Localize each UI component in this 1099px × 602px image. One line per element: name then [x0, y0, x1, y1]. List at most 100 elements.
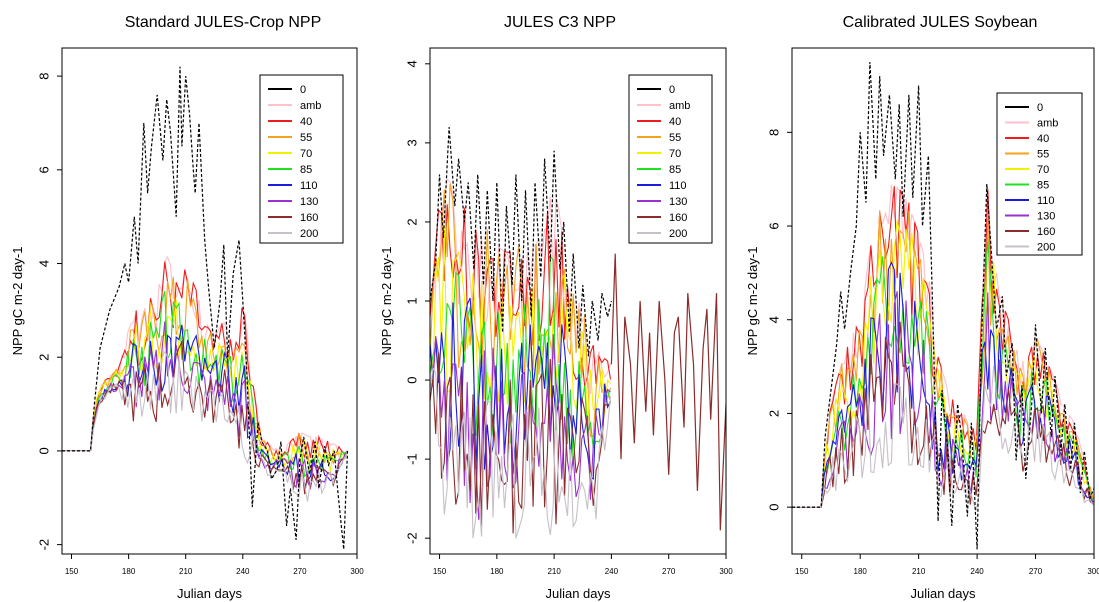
series-line-40: [62, 261, 348, 462]
legend-label-0: 0: [669, 84, 675, 96]
legend-label-55: 55: [300, 132, 312, 144]
legend-label-amb: amb: [669, 100, 690, 112]
y-axis-label: NPP gC m-2 day-1: [10, 247, 25, 356]
series-line-160: [62, 339, 349, 495]
legend-label-70: 70: [300, 148, 312, 160]
chart-panel-3: Calibrated JULES Soybean Julian days NPP g…: [745, 14, 1099, 601]
y-tick-label: 3: [405, 139, 420, 146]
x-tick-label: 240: [970, 567, 984, 576]
y-axis-label: NPP gC m-2 day-1: [379, 247, 394, 356]
y-axis-label: NPP gC m-2 day-1: [745, 247, 760, 356]
chart-panel-2: JULES C3 NPP Julian days NPP gC m-2 day-1 1…: [379, 14, 733, 601]
chart-title: Calibrated JULES Soybean: [843, 14, 1038, 31]
legend: 0 amb 40 55 70 85 110 130 160 200: [259, 74, 344, 244]
y-tick-label: 6: [37, 166, 52, 173]
legend-label-200: 200: [300, 228, 318, 240]
legend-label-130: 130: [669, 196, 687, 208]
plot-area: [62, 66, 349, 550]
legend-label-amb: amb: [1037, 118, 1058, 130]
legend-label-amb: amb: [300, 100, 321, 112]
legend-label-110: 110: [300, 180, 318, 192]
x-tick-label: 240: [236, 567, 250, 576]
legend-label-85: 85: [300, 164, 312, 176]
chart-title: JULES C3 NPP: [504, 14, 616, 31]
series-line-0: [792, 62, 1094, 550]
series-line-130: [430, 334, 611, 520]
legend-label-70: 70: [1037, 164, 1049, 176]
y-tick-label: 8: [767, 129, 782, 136]
x-tick-label: 270: [662, 567, 676, 576]
legend-label-200: 200: [669, 228, 687, 240]
y-tick-label: 8: [37, 72, 52, 79]
series-line-0: [62, 66, 349, 550]
y-tick-label: 4: [405, 60, 420, 67]
legend-label-200: 200: [1037, 242, 1055, 254]
y-tick-label: 1: [405, 297, 420, 304]
legend-label-85: 85: [669, 164, 681, 176]
x-tick-label: 270: [293, 567, 307, 576]
legend-label-40: 40: [300, 116, 312, 128]
legend-box: [259, 74, 344, 244]
y-tick-label: 2: [767, 410, 782, 417]
series-line-200: [792, 365, 1094, 512]
y-tick-label: 0: [37, 447, 52, 454]
x-axis-label: Julian days: [910, 586, 976, 601]
x-tick-label: 180: [490, 567, 504, 576]
y-tick-label: 6: [767, 222, 782, 229]
legend-label-160: 160: [669, 212, 687, 224]
series-line-55: [792, 210, 1094, 508]
legend-label-110: 110: [1037, 195, 1055, 207]
x-tick-label: 150: [795, 567, 809, 576]
legend-label-40: 40: [1037, 133, 1049, 145]
plot-frame: [61, 47, 358, 555]
series-line-70: [430, 225, 611, 436]
legend-label-0: 0: [1037, 102, 1043, 114]
y-tick-label: 2: [37, 354, 52, 361]
series-line-160: [430, 352, 611, 534]
x-tick-label: 270: [1029, 567, 1043, 576]
series-line-200: [62, 350, 349, 502]
x-tick-label: 210: [912, 567, 926, 576]
legend: 0 amb 40 55 70 85 110 130 160 200: [996, 92, 1083, 256]
x-tick-label: 300: [350, 567, 364, 576]
x-tick-label: 180: [854, 567, 868, 576]
legend-label-85: 85: [1037, 180, 1049, 192]
y-tick-label: 4: [767, 316, 782, 323]
x-tick-label: 150: [433, 567, 447, 576]
x-axis-label: Julian days: [177, 586, 243, 601]
series-line-55: [430, 183, 612, 438]
y-tick-label: -1: [405, 453, 420, 465]
x-tick-label: 210: [547, 567, 561, 576]
y-tick-label: 2: [405, 218, 420, 225]
legend-label-70: 70: [669, 148, 681, 160]
y-tick-label: 0: [767, 504, 782, 511]
plot-area: [430, 127, 726, 539]
x-tick-label: 180: [122, 567, 136, 576]
legend-label-55: 55: [669, 132, 681, 144]
y-tick-label: 4: [37, 260, 52, 267]
series-line-130: [62, 321, 348, 491]
series-line-amb: [62, 255, 348, 458]
legend-label-55: 55: [1037, 149, 1049, 161]
series-line-160: [610, 253, 726, 531]
y-tick-label: -2: [37, 539, 52, 551]
legend: 0 amb 40 55 70 85 110 130 160 200: [628, 74, 713, 244]
legend-box: [628, 74, 713, 244]
x-tick-label: 300: [1087, 567, 1099, 576]
legend-label-130: 130: [1037, 211, 1055, 223]
x-axis-label: Julian days: [545, 586, 611, 601]
plot-area: [792, 62, 1094, 550]
legend-label-40: 40: [669, 116, 681, 128]
series-line-0: [430, 127, 612, 357]
x-tick-label: 240: [605, 567, 619, 576]
legend-box: [996, 92, 1083, 256]
legend-label-160: 160: [1037, 226, 1055, 238]
chart-title: Standard JULES-Crop NPP: [125, 14, 322, 31]
x-tick-label: 150: [65, 567, 79, 576]
x-tick-label: 300: [719, 567, 733, 576]
x-tick-label: 210: [179, 567, 193, 576]
legend-label-160: 160: [300, 212, 318, 224]
chart-panel-1: Standard JULES-Crop NPP Julian days NPP gC…: [10, 14, 364, 601]
series-line-70: [62, 299, 348, 473]
